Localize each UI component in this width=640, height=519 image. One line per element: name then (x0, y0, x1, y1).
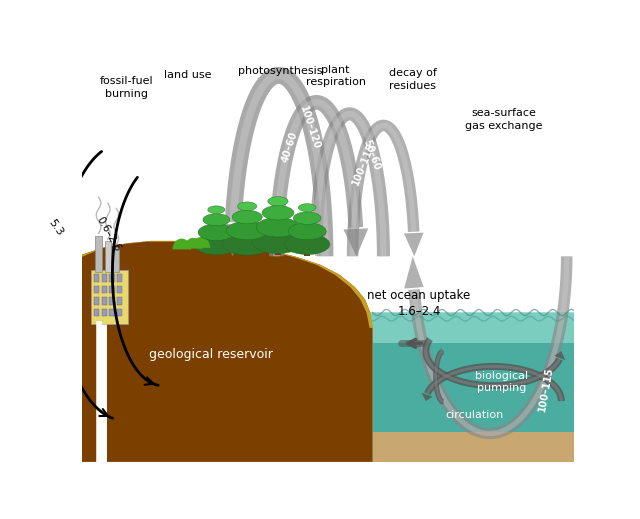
Text: 40–60: 40–60 (280, 130, 300, 164)
Polygon shape (412, 256, 570, 436)
Polygon shape (371, 312, 575, 462)
Polygon shape (192, 237, 210, 248)
Polygon shape (184, 238, 202, 249)
Bar (95, 236, 102, 272)
Polygon shape (404, 256, 424, 289)
Bar (109, 274, 115, 282)
Polygon shape (350, 123, 416, 256)
Text: net ocean uptake
1.6–2.4: net ocean uptake 1.6–2.4 (367, 290, 470, 319)
Polygon shape (424, 363, 564, 401)
Polygon shape (230, 72, 329, 256)
Text: 0.6–2.6: 0.6–2.6 (95, 215, 123, 253)
Polygon shape (310, 107, 390, 256)
Bar (94, 297, 99, 305)
Text: 100–120: 100–120 (298, 105, 321, 151)
Polygon shape (268, 197, 288, 206)
Bar (109, 285, 115, 293)
Polygon shape (195, 235, 239, 255)
Polygon shape (408, 256, 572, 439)
Polygon shape (293, 212, 321, 224)
Polygon shape (262, 206, 294, 220)
Polygon shape (422, 337, 563, 389)
Polygon shape (554, 351, 565, 360)
Text: decay of
residues: decay of residues (388, 69, 436, 91)
Bar (117, 297, 122, 305)
Bar (117, 285, 122, 293)
Text: 5.3: 5.3 (47, 217, 65, 237)
Text: circulation: circulation (445, 410, 504, 420)
Bar (102, 297, 107, 305)
Bar (94, 309, 99, 317)
Text: sea-surface
gas exchange: sea-surface gas exchange (465, 108, 542, 131)
Bar (244, 239, 250, 256)
Text: 100–115: 100–115 (537, 366, 554, 413)
Bar (117, 309, 122, 317)
Text: fossil-fuel
burning: fossil-fuel burning (99, 76, 153, 99)
Polygon shape (237, 202, 257, 211)
Bar (109, 297, 115, 305)
Polygon shape (404, 233, 424, 256)
Bar (213, 239, 220, 256)
Text: plant
respiration: plant respiration (306, 64, 365, 87)
Polygon shape (426, 365, 563, 401)
Polygon shape (273, 99, 359, 256)
Polygon shape (256, 217, 300, 237)
Text: 100–115: 100–115 (350, 141, 376, 186)
Bar (109, 309, 115, 317)
Polygon shape (435, 351, 444, 403)
Polygon shape (232, 210, 262, 224)
Polygon shape (433, 349, 444, 404)
Bar (275, 238, 281, 255)
Polygon shape (198, 224, 235, 240)
Text: land use: land use (164, 70, 212, 80)
Polygon shape (223, 233, 272, 255)
Bar (94, 285, 99, 293)
Polygon shape (208, 206, 225, 214)
Polygon shape (219, 224, 248, 256)
Polygon shape (372, 432, 575, 462)
Bar (117, 274, 122, 282)
Polygon shape (203, 214, 230, 226)
Polygon shape (440, 347, 444, 356)
Polygon shape (289, 223, 326, 240)
Polygon shape (285, 234, 330, 254)
Bar (102, 309, 107, 317)
Text: biological
pumping: biological pumping (475, 371, 528, 393)
Bar (91, 270, 128, 324)
Polygon shape (82, 241, 372, 462)
Polygon shape (269, 95, 363, 256)
Polygon shape (227, 221, 268, 240)
Text: 50–60: 50–60 (362, 139, 382, 172)
Bar (113, 247, 119, 272)
Bar (94, 274, 99, 282)
Bar (105, 241, 111, 272)
Text: geological reservoir: geological reservoir (149, 348, 273, 361)
Polygon shape (225, 67, 333, 256)
Polygon shape (344, 228, 368, 256)
Polygon shape (298, 203, 316, 212)
Bar (102, 274, 107, 282)
Polygon shape (314, 111, 387, 256)
Text: photosynthesis: photosynthesis (238, 66, 323, 76)
Polygon shape (172, 239, 191, 250)
Polygon shape (424, 338, 561, 387)
Polygon shape (347, 120, 419, 256)
Polygon shape (421, 393, 433, 401)
Polygon shape (305, 230, 327, 256)
Polygon shape (252, 230, 304, 253)
Bar (304, 239, 310, 256)
Polygon shape (82, 241, 372, 328)
Polygon shape (371, 312, 575, 344)
Bar (102, 285, 107, 293)
